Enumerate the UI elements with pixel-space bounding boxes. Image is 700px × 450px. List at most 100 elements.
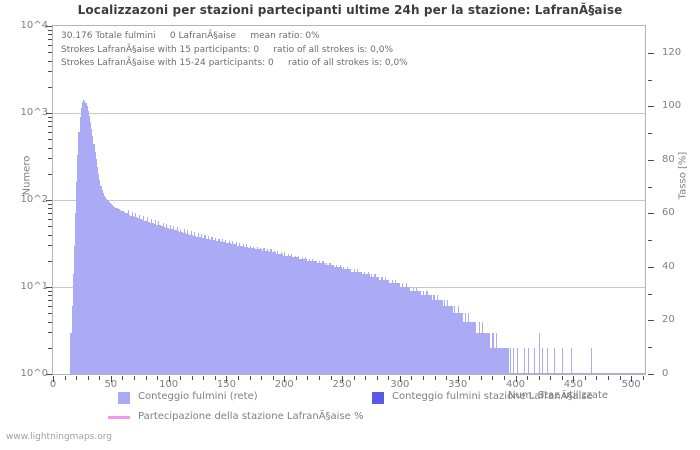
bar <box>460 313 462 374</box>
x-minor-tick <box>503 376 505 380</box>
bar <box>238 245 240 374</box>
bar <box>105 197 107 374</box>
x-minor-tick <box>295 376 297 380</box>
bar <box>498 347 500 374</box>
x-minor-tick <box>99 376 101 380</box>
bar <box>611 373 613 374</box>
x-minor-tick <box>376 376 378 380</box>
bar <box>84 100 86 374</box>
bar <box>229 243 232 374</box>
legend-swatch-2[interactable] <box>372 392 384 404</box>
bar <box>503 347 506 374</box>
bar <box>636 373 639 374</box>
bar <box>523 347 525 374</box>
legend-swatch-1[interactable] <box>118 392 130 404</box>
bar <box>140 219 143 374</box>
bar <box>515 373 517 374</box>
bar <box>95 159 97 374</box>
bar <box>231 244 233 374</box>
bar <box>375 277 377 374</box>
bar <box>397 283 399 374</box>
bar <box>603 373 605 374</box>
legend-label-3[interactable]: Partecipazione della stazione LafranÃ§ai… <box>138 411 364 422</box>
bar <box>433 295 435 374</box>
y-tick-label-left: 10^0 <box>20 368 48 379</box>
bar <box>73 245 75 374</box>
bar <box>426 290 428 374</box>
bar <box>179 231 181 374</box>
y-minor-tick-left <box>48 158 52 160</box>
legend-label-2[interactable]: Conteggio fulmini stazione LafranÃ§aise <box>392 391 593 402</box>
bar <box>352 271 354 374</box>
bar <box>539 373 541 374</box>
bar <box>359 271 361 374</box>
x-minor-tick <box>469 376 471 380</box>
bar <box>291 253 293 374</box>
y-tick-mark-left <box>46 287 52 288</box>
bar <box>382 280 384 374</box>
bar <box>211 236 213 374</box>
bar <box>456 313 458 374</box>
bar <box>264 250 266 374</box>
bar <box>633 373 635 374</box>
y-minor-tick-left <box>48 116 52 118</box>
bar <box>483 332 485 374</box>
bar <box>247 246 249 374</box>
bar <box>305 257 307 374</box>
y-minor-tick-left <box>48 300 52 302</box>
bar <box>201 233 203 374</box>
bar <box>96 166 99 374</box>
bar <box>599 373 602 374</box>
bar <box>244 246 247 374</box>
bar <box>577 373 580 374</box>
bar <box>601 373 603 374</box>
x-tick-mark <box>631 376 633 382</box>
bar <box>152 223 154 374</box>
bar <box>479 332 481 374</box>
bar <box>547 373 550 374</box>
bar <box>544 373 546 374</box>
bar <box>170 229 173 374</box>
x-minor-tick <box>411 376 413 380</box>
y-minor-tick-left <box>48 121 52 123</box>
bar <box>629 373 632 374</box>
bar <box>232 240 234 374</box>
bar <box>313 260 315 374</box>
bar <box>418 290 420 374</box>
bar <box>300 258 302 374</box>
y-tick-mark-left <box>46 26 52 27</box>
bar <box>440 300 442 374</box>
bar <box>403 287 405 374</box>
bar <box>413 290 415 374</box>
bar <box>336 264 338 374</box>
x-axis-label: Num. Staz utilizzate <box>508 390 609 401</box>
bar <box>280 252 282 374</box>
bar <box>180 228 182 374</box>
bar <box>389 283 391 374</box>
y-tick-label-left: 10^2 <box>20 194 48 205</box>
x-tick-label: 100 <box>159 379 179 390</box>
bar <box>275 252 277 374</box>
bar <box>579 373 581 374</box>
bar <box>329 262 331 374</box>
bar <box>222 241 225 374</box>
bar <box>241 245 243 374</box>
bar <box>462 313 464 374</box>
legend-swatch-3[interactable] <box>108 416 130 419</box>
x-minor-tick <box>203 376 205 380</box>
bar <box>374 274 376 374</box>
bar <box>70 332 72 374</box>
y-axis-label-left: Numero <box>21 155 33 196</box>
legend-label-1[interactable]: Conteggio fulmini (rete) <box>138 391 258 402</box>
bar <box>106 198 108 374</box>
bar <box>478 321 480 374</box>
bar <box>110 203 112 374</box>
bar <box>185 233 188 374</box>
bar <box>158 221 160 374</box>
bar <box>534 347 536 374</box>
bar <box>80 107 82 374</box>
chart-title: Localizzazoni per stazioni partecipanti … <box>77 3 623 17</box>
bar <box>527 373 529 374</box>
bar <box>285 255 287 374</box>
